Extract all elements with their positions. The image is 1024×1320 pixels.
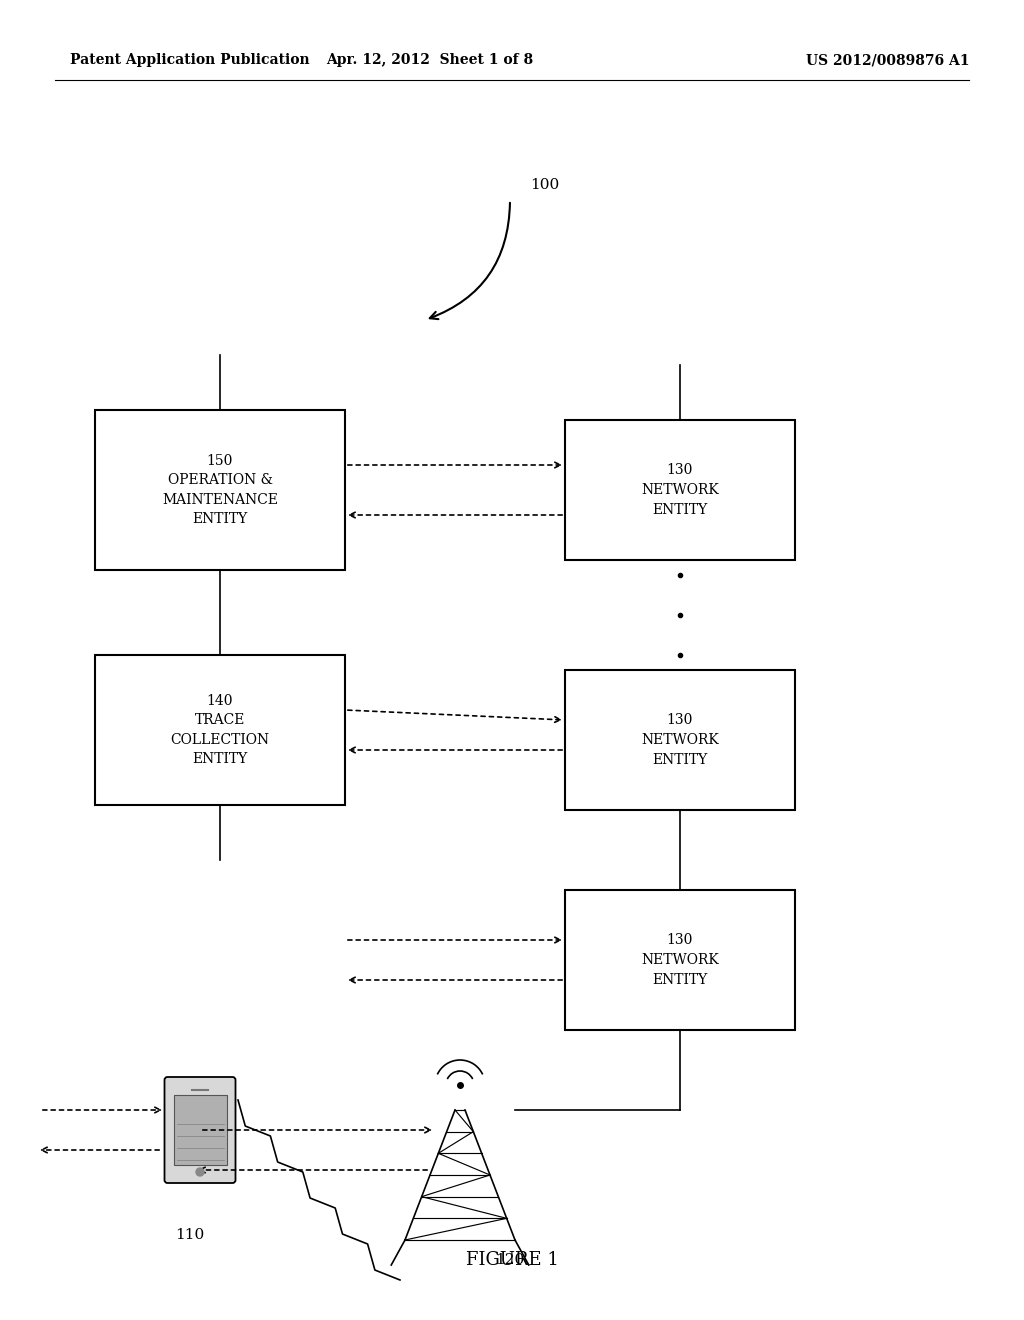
Text: 130
NETWORK
ENTITY: 130 NETWORK ENTITY [641,933,719,986]
Text: 110: 110 [175,1228,205,1242]
FancyArrowPatch shape [349,977,562,983]
Text: FIGURE 1: FIGURE 1 [466,1251,558,1269]
FancyArrowPatch shape [348,710,560,722]
FancyArrowPatch shape [349,512,562,517]
Bar [565,671,795,810]
FancyBboxPatch shape [165,1077,236,1183]
FancyArrowPatch shape [43,1107,161,1113]
Text: 130
NETWORK
ENTITY: 130 NETWORK ENTITY [641,463,719,516]
Text: Patent Application Publication: Patent Application Publication [70,53,309,67]
Text: 150
OPERATION &
MAINTENANCE
ENTITY: 150 OPERATION & MAINTENANCE ENTITY [162,454,278,527]
Bar [173,1096,226,1166]
Text: 120: 120 [495,1253,524,1267]
Text: 100: 100 [530,178,559,191]
FancyArrowPatch shape [349,747,562,752]
FancyArrowPatch shape [203,1127,430,1133]
Bar [565,420,795,560]
FancyArrowPatch shape [348,937,560,942]
Bar [95,655,345,805]
FancyArrowPatch shape [348,462,560,467]
FancyArrowPatch shape [42,1147,159,1152]
Text: Apr. 12, 2012  Sheet 1 of 8: Apr. 12, 2012 Sheet 1 of 8 [327,53,534,67]
Text: 140
TRACE
COLLECTION
ENTITY: 140 TRACE COLLECTION ENTITY [170,694,269,766]
Bar [95,411,345,570]
Text: 130
NETWORK
ENTITY: 130 NETWORK ENTITY [641,714,719,767]
Bar [565,890,795,1030]
Text: US 2012/0089876 A1: US 2012/0089876 A1 [807,53,970,67]
FancyArrowPatch shape [200,1167,427,1172]
FancyArrowPatch shape [430,203,510,319]
Circle shape [196,1168,204,1176]
